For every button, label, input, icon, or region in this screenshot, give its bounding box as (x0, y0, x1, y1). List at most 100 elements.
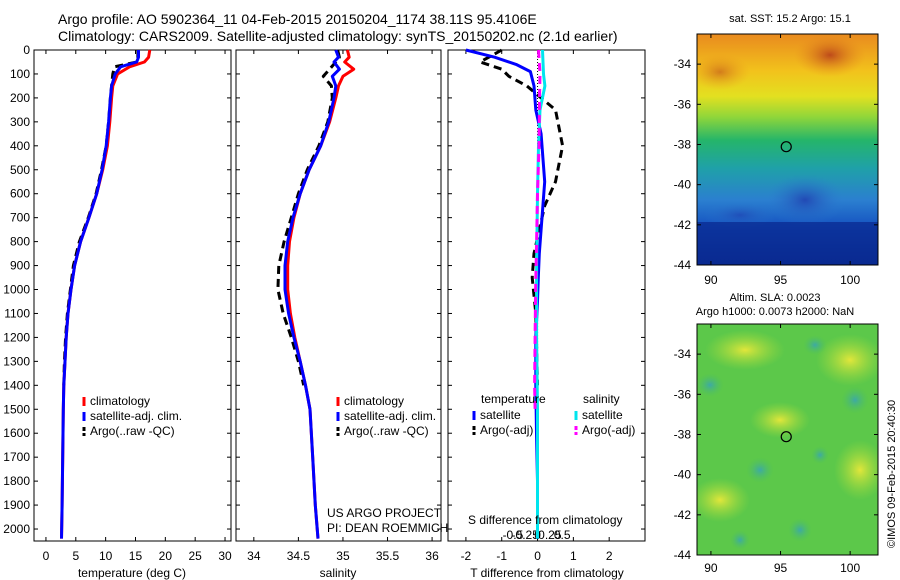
salinity-panel: 34 34.5 35 35.5 36 climatologysatellite-adj.… (235, 49, 448, 580)
legend-label: Argo(..raw -QC) (90, 424, 175, 438)
depth-tick-label: 100 (10, 67, 30, 81)
depth-tick-label: 0 (23, 43, 30, 57)
argo-location-marker (780, 141, 792, 153)
sla-map: Altim. SLA: 0.0023 Argo h1000: 0.0073 h2… (674, 292, 879, 575)
series-line-satellite-adj-clim- (60, 50, 140, 539)
x-tick-label: 1 (570, 549, 577, 563)
depth-tick-label: 1700 (3, 450, 30, 464)
depth-tick-label: 1600 (3, 426, 30, 440)
map-x-tick-label: 100 (840, 273, 860, 287)
legend-label: satellite-adj. clim. (344, 409, 436, 423)
map-y-tick-label: -40 (674, 178, 692, 192)
header-line2: Climatology: CARS2009. Satellite-adjuste… (58, 28, 618, 44)
legend-label: Argo(..raw -QC) (344, 424, 429, 438)
s-tick-label: 0.5 (554, 528, 571, 542)
map-y-tick-label: -36 (674, 97, 692, 111)
map-x-tick-label: 90 (704, 561, 718, 575)
depth-tick-label: 1200 (3, 330, 30, 344)
depth-tick-label: 200 (10, 91, 30, 105)
depth-tick-label: 1000 (3, 283, 30, 297)
s-tick-label: 0.25 (538, 528, 562, 542)
sst-field (697, 34, 878, 265)
depth-tick-label: 1400 (3, 378, 30, 392)
x-tick-label: -1 (496, 549, 507, 563)
map-y-tick-label: -38 (674, 137, 692, 151)
sla-map-subtitle: Argo h1000: 0.0073 h2000: NaN (696, 306, 854, 318)
legend-label: Argo(-adj) (582, 423, 635, 437)
legend-label: climatology (344, 394, 404, 408)
t-difference-label: T difference from climatology (470, 566, 624, 580)
sla-map-title: Altim. SLA: 0.0023 (729, 292, 820, 304)
x-tick-label: 15 (129, 549, 143, 563)
header-line1: Argo profile: AO 5902364_11 04-Feb-2015 … (58, 11, 537, 27)
legend-label: satellite (582, 408, 623, 422)
x-tick-label: 20 (159, 549, 173, 563)
x-tick-label: 35.5 (376, 549, 400, 563)
x-tick-label: 30 (218, 549, 232, 563)
map-y-tick-label: -38 (674, 427, 692, 441)
depth-tick-label: 600 (10, 187, 30, 201)
sst-map: sat. SST: 15.2 Argo: 15.1 -34 -36 -38 -40 -4… (674, 13, 879, 287)
x-tick-label: 34 (247, 549, 261, 563)
map-y-tick-label: -34 (674, 347, 692, 361)
map-x-tick-label: 95 (774, 561, 788, 575)
map-x-tick-label: 90 (704, 273, 718, 287)
x-tick-label: -2 (461, 549, 472, 563)
annotation-project: US ARGO PROJECT (327, 506, 442, 520)
x-tick-label: 35 (336, 549, 350, 563)
map-y-tick-label: -36 (674, 387, 692, 401)
map-y-tick-label: -44 (674, 258, 692, 272)
map-y-tick-label: -34 (674, 57, 692, 71)
depth-tick-label: 800 (10, 235, 30, 249)
depth-tick-label: 900 (10, 259, 30, 273)
difference-axes-box (447, 49, 646, 542)
temperature-axes-box (33, 49, 232, 542)
salinity-xlabel: salinity (320, 566, 357, 580)
x-tick-label: 10 (99, 549, 113, 563)
x-tick-label: 36 (425, 549, 439, 563)
depth-tick-label: 700 (10, 211, 30, 225)
temperature-xlabel: temperature (deg C) (78, 566, 186, 580)
legend-s-title: salinity (583, 392, 620, 406)
x-tick-label: 0 (43, 549, 50, 563)
temperature-panel: 0100200300400500600700800900100011001200… (3, 43, 232, 580)
salinity-axes-box (235, 49, 442, 542)
legend-label: Argo(-adj) (480, 423, 533, 437)
sst-map-title: sat. SST: 15.2 Argo: 15.1 (729, 13, 851, 25)
s-tick-label: -0.25 (512, 528, 540, 542)
depth-tick-label: 1800 (3, 474, 30, 488)
map-x-tick-label: 100 (840, 561, 860, 575)
depth-tick-label: 400 (10, 139, 30, 153)
series-line-t-argo-adj- (478, 48, 565, 386)
x-tick-label: 25 (189, 549, 203, 563)
legend-label: climatology (90, 394, 150, 408)
legend-label: satellite (480, 408, 521, 422)
map-x-tick-label: 95 (774, 273, 788, 287)
map-y-tick-label: -42 (674, 508, 692, 522)
x-tick-label: 2 (606, 549, 613, 563)
depth-tick-label: 300 (10, 115, 30, 129)
sla-field (697, 324, 878, 555)
map-y-tick-label: -42 (674, 218, 692, 232)
s-tick-label: -0.5 (503, 528, 524, 542)
legend-t-title: temperature (481, 392, 546, 406)
depth-tick-label: 1500 (3, 402, 30, 416)
s-difference-label: S difference from climatology (468, 513, 623, 527)
x-tick-label: 34.5 (287, 549, 311, 563)
depth-tick-label: 1100 (4, 306, 30, 320)
map-y-tick-label: -40 (674, 468, 692, 482)
depth-tick-label: 500 (10, 163, 30, 177)
x-tick-label: 0 (534, 549, 541, 563)
depth-tick-label: 1300 (3, 354, 30, 368)
series-line-argo-raw-qc- (276, 49, 341, 386)
legend-label: satellite-adj. clim. (90, 409, 182, 423)
map-y-tick-label: -44 (674, 548, 692, 562)
series-line-satellite-adj-clim- (283, 49, 341, 539)
depth-tick-label: 2000 (3, 522, 30, 536)
argo-location-marker (780, 431, 792, 443)
depth-tick-label: 1900 (3, 498, 30, 512)
x-tick-label: 5 (72, 549, 79, 563)
annotation-pi: PI: DEAN ROEMMICH (327, 521, 448, 535)
